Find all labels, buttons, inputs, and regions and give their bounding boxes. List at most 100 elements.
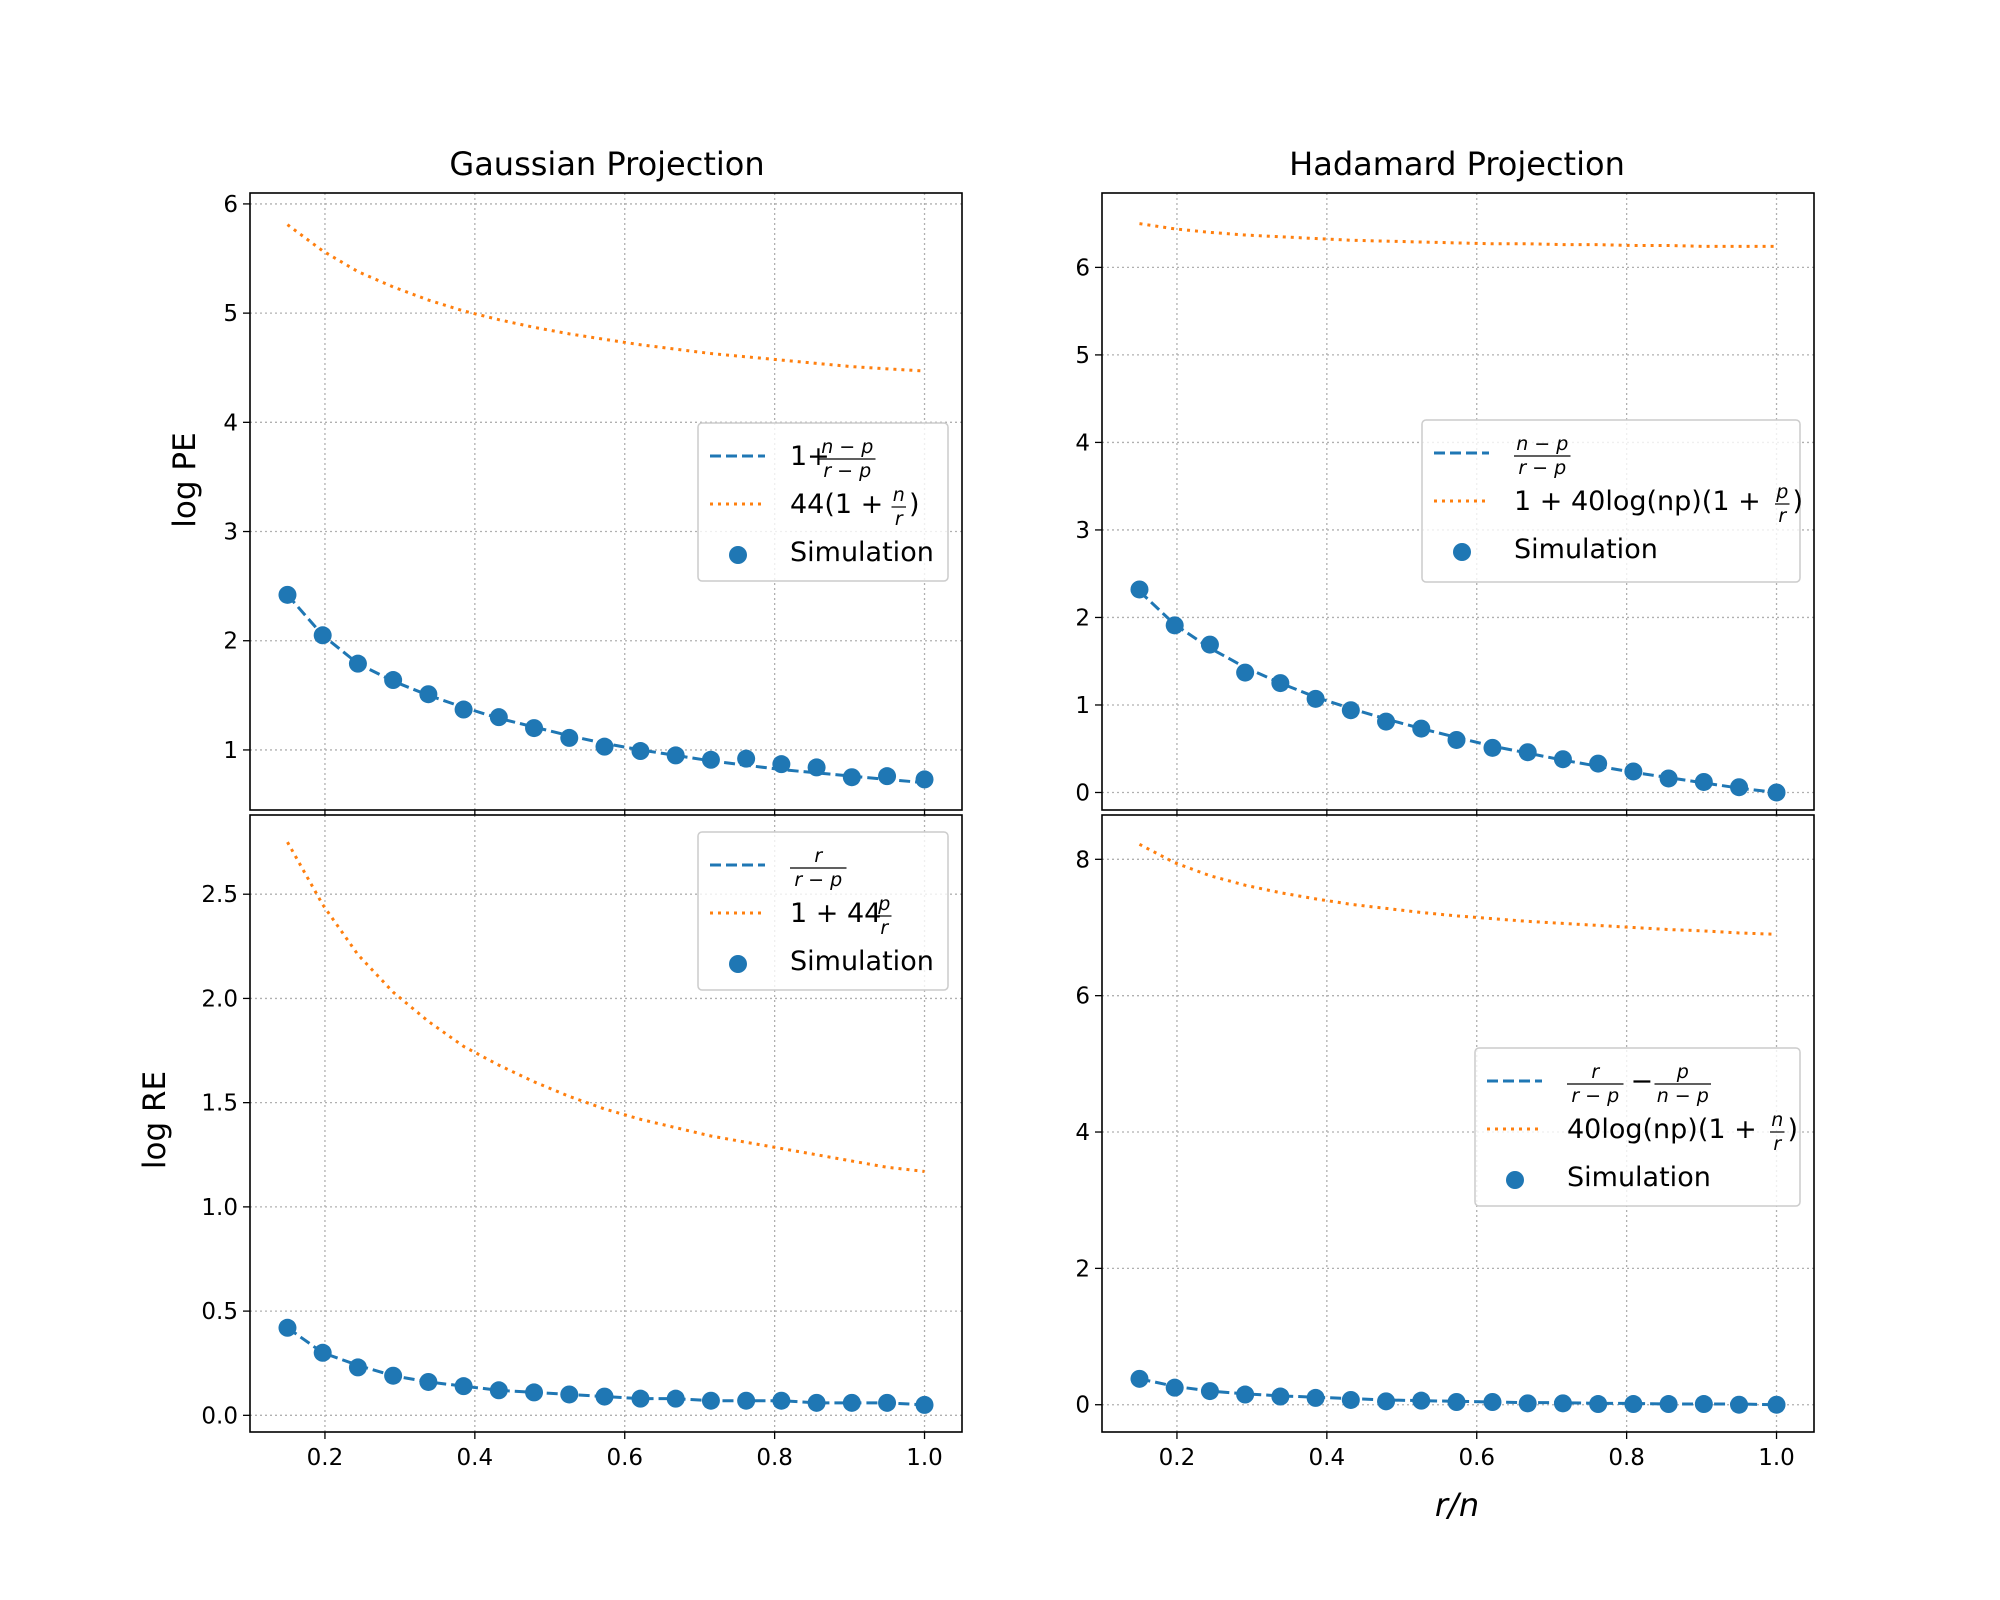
ylabel-bottom: log RE xyxy=(137,1071,173,1169)
simulation-point xyxy=(454,700,473,719)
legend-0-0-frac-num: n − p xyxy=(821,436,873,458)
simulation-point xyxy=(1659,769,1678,788)
simulation-point xyxy=(701,1391,720,1410)
simulation-point xyxy=(595,1387,614,1406)
simulation-point xyxy=(1412,1391,1431,1410)
simulation-point xyxy=(278,1318,297,1337)
y-tick-label: 5 xyxy=(223,301,238,327)
x-tick-label: 0.8 xyxy=(1608,1445,1645,1471)
x-tick-label: 0.2 xyxy=(307,1445,344,1471)
axes-frame xyxy=(1101,192,1815,811)
simulation-point xyxy=(915,770,934,789)
simulation-point xyxy=(525,719,544,738)
y-tick-label: 2 xyxy=(223,629,238,655)
simulation-point xyxy=(278,585,297,604)
series-line-dotted xyxy=(1138,842,1777,936)
simulation-point xyxy=(1377,712,1396,731)
y-tick-label: 2.5 xyxy=(201,882,238,908)
legend-label-pre: 40log(np)(1 + xyxy=(1567,1114,1757,1145)
plot-area xyxy=(1130,222,1786,802)
ylabel-top: log PE xyxy=(167,432,203,527)
simulation-point xyxy=(1694,772,1713,791)
title-gaussian: Gaussian Projection xyxy=(449,145,764,183)
legend-handle-marker xyxy=(1506,1171,1524,1189)
simulation-point xyxy=(666,746,685,765)
simulation-point xyxy=(631,742,650,761)
legend-0-1-frac-num: n xyxy=(893,484,905,506)
simulation-point xyxy=(772,1391,791,1410)
simulation-point xyxy=(595,737,614,756)
simulation-point xyxy=(419,685,438,704)
simulation-point xyxy=(1483,738,1502,757)
legend-0-0-frac-den: r − p xyxy=(823,460,871,482)
y-tick-label: 2.0 xyxy=(201,986,238,1012)
simulation-point xyxy=(1767,1395,1786,1414)
legend-handle-marker xyxy=(729,955,747,973)
y-tick-label: 0 xyxy=(1075,780,1090,806)
simulation-point xyxy=(1306,1388,1325,1407)
legend-label: Simulation xyxy=(1567,1162,1711,1193)
simulation-point xyxy=(313,626,332,645)
title-hadamard: Hadamard Projection xyxy=(1289,145,1625,183)
simulation-point xyxy=(737,1391,756,1410)
simulation-point xyxy=(631,1389,650,1408)
legend-handle-marker xyxy=(1453,543,1471,561)
simulation-point xyxy=(842,1393,861,1412)
simulation-point xyxy=(666,1389,685,1408)
simulation-point xyxy=(915,1395,934,1414)
legend-label-post: ) xyxy=(1793,486,1804,517)
x-tick-label: 1.0 xyxy=(906,1445,943,1471)
y-tick-label: 4 xyxy=(1075,1120,1090,1146)
simulation-point xyxy=(1377,1392,1396,1411)
series-line-dotted xyxy=(286,223,925,373)
legend-1-0-frac-num: n − p xyxy=(1516,433,1568,455)
x-tick-label: 1.0 xyxy=(1758,1445,1795,1471)
simulation-point xyxy=(1553,750,1572,769)
y-tick-label: 4 xyxy=(223,410,238,436)
y-tick-label: 0.0 xyxy=(201,1403,238,1429)
plot-area xyxy=(278,841,934,1414)
legend-3-0b-frac-den: n − p xyxy=(1657,1085,1709,1107)
simulation-point xyxy=(772,755,791,774)
simulation-point xyxy=(1236,1385,1255,1404)
legend-label: Simulation xyxy=(790,537,934,568)
simulation-point xyxy=(1271,674,1290,693)
simulation-point xyxy=(878,767,897,786)
y-tick-label: 1.5 xyxy=(201,1091,238,1117)
simulation-point xyxy=(525,1383,544,1402)
y-tick-label: 6 xyxy=(1075,984,1090,1010)
legend-3-0-frac-den: r − p xyxy=(1571,1085,1619,1107)
legend-label: Simulation xyxy=(1514,534,1658,565)
axes-frame xyxy=(249,192,963,811)
legend-3-1-frac-den: r xyxy=(1773,1133,1782,1155)
legend-2-0-frac-num: r xyxy=(814,845,823,867)
legend-label-post: ) xyxy=(1788,1114,1799,1145)
x-tick-label: 0.2 xyxy=(1159,1445,1196,1471)
y-tick-label: 1 xyxy=(1075,693,1090,719)
x-tick-label: 0.6 xyxy=(1458,1445,1495,1471)
simulation-point xyxy=(1236,663,1255,682)
y-tick-label: 2 xyxy=(1075,1256,1090,1282)
xlabel-bottom: r/n xyxy=(1435,1486,1479,1524)
simulation-point xyxy=(384,671,403,690)
simulation-point xyxy=(737,749,756,768)
simulation-point xyxy=(1659,1395,1678,1414)
y-tick-label: 6 xyxy=(223,192,238,218)
legend-box xyxy=(1474,1047,1801,1207)
series-line-dotted xyxy=(286,841,925,1173)
legend-3-1-frac-num: n xyxy=(1771,1109,1783,1131)
simulation-point xyxy=(1447,730,1466,749)
legend-label-post: ) xyxy=(909,489,920,520)
simulation-point xyxy=(1412,719,1431,738)
simulation-point xyxy=(348,654,367,673)
simulation-point xyxy=(1306,689,1325,708)
legend-box xyxy=(697,831,949,991)
legend-label-pre: 44(1 + xyxy=(790,489,883,520)
simulation-point xyxy=(1341,1390,1360,1409)
simulation-point xyxy=(1767,783,1786,802)
simulation-point xyxy=(1589,1395,1608,1414)
simulation-point xyxy=(489,1381,508,1400)
